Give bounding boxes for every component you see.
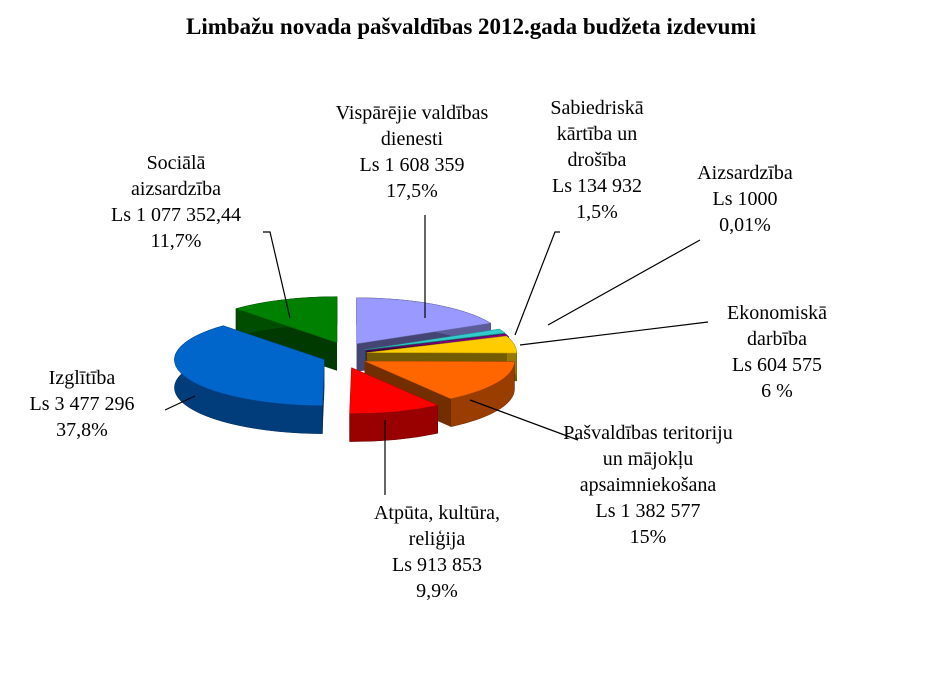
category-label: Sabiedriskā kārtība un drošība xyxy=(550,97,644,171)
leader-line xyxy=(547,239,701,326)
slice xyxy=(365,333,510,351)
chart-title: Limbažu novada pašvaldības 2012.gada bud… xyxy=(185,14,756,39)
slice xyxy=(364,360,515,400)
slice xyxy=(366,335,517,354)
leader-line xyxy=(263,231,291,319)
leader-line xyxy=(514,231,560,336)
data-label: Pašvaldības teritoriju un mājokļu apsaim… xyxy=(558,420,738,550)
category-label: Sociālā aizsardzība xyxy=(131,152,221,200)
amount-label: Ls 604 575 xyxy=(732,354,822,376)
amount-label: Ls 1 608 359 xyxy=(359,154,465,176)
amount-label: Ls 1 077 352,44 xyxy=(111,204,241,226)
category-label: Izglītība xyxy=(48,367,116,389)
amount-label: Ls 1 382 577 xyxy=(595,500,701,522)
amount-label: Ls 913 853 xyxy=(392,554,482,576)
category-label: Atpūta, kultūra, reliģija xyxy=(373,502,501,550)
slice xyxy=(365,328,506,350)
slice xyxy=(356,297,492,345)
data-label: Atpūta, kultūra, reliģija Ls 913 853 9,9% xyxy=(347,500,527,604)
percent-label: 11,7% xyxy=(150,230,202,252)
leader-line xyxy=(164,395,196,411)
leader-line xyxy=(469,399,579,441)
amount-label: Ls 3 477 296 xyxy=(29,393,135,415)
data-label: Ekonomiskā darbība Ls 604 575 6 % xyxy=(702,300,852,404)
slice-tops xyxy=(174,296,517,414)
percent-label: 1,5% xyxy=(576,201,618,223)
percent-label: 37,8% xyxy=(56,419,108,441)
amount-label: Ls 134 932 xyxy=(552,175,642,197)
data-label: Izglītība Ls 3 477 296 37,8% xyxy=(7,365,157,443)
percent-label: 17,5% xyxy=(386,180,438,202)
category-label: Aizsardzība xyxy=(697,162,793,184)
data-label: Sabiedriskā kārtība un drošība Ls 134 932… xyxy=(527,95,667,225)
percent-label: 15% xyxy=(629,526,667,548)
data-label: Sociālā aizsardzība Ls 1 077 352,44 11,7% xyxy=(106,150,246,254)
slice xyxy=(349,367,439,414)
data-label: Aizsardzība Ls 1000 0,01% xyxy=(680,160,810,238)
amount-label: Ls 1000 xyxy=(712,188,778,210)
category-label: Pašvaldības teritoriju un mājokļu apsaim… xyxy=(563,422,733,496)
slice xyxy=(235,296,338,344)
data-label: Vispārējie valdības dienesti Ls 1 608 359… xyxy=(322,100,502,204)
percent-label: 0,01% xyxy=(719,214,771,236)
category-label: Ekonomiskā darbība xyxy=(727,302,827,350)
category-label: Vispārējie valdības dienesti xyxy=(335,102,489,150)
slice-wall xyxy=(235,296,338,371)
percent-label: 6 % xyxy=(761,380,793,402)
slice xyxy=(174,325,325,406)
leader-line xyxy=(519,321,709,346)
percent-label: 9,9% xyxy=(416,580,458,602)
